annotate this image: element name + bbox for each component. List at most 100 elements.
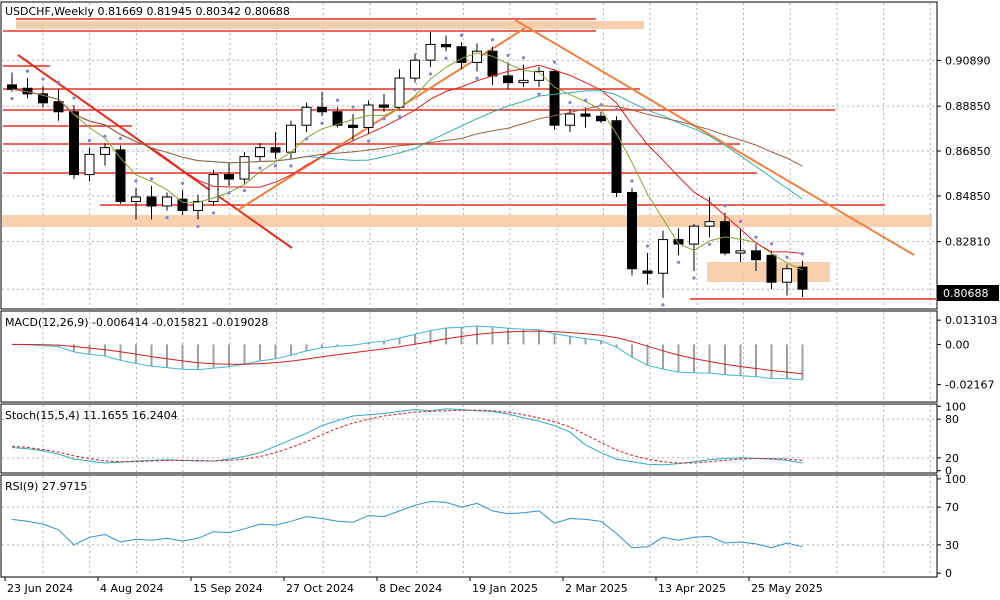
sar-dot xyxy=(273,164,278,168)
current-price-label: 0.80688 xyxy=(943,287,989,300)
candle-bearish xyxy=(317,106,327,113)
candle-bullish xyxy=(208,174,219,202)
sar-dot xyxy=(521,56,526,60)
sar-dot xyxy=(103,134,107,138)
sar-dot xyxy=(304,137,309,141)
sar-dot xyxy=(599,103,603,107)
candle-bullish xyxy=(565,113,575,126)
sar-dot xyxy=(800,252,805,256)
candles xyxy=(7,32,808,298)
candle-bearish xyxy=(596,115,606,122)
sar-dot xyxy=(180,181,185,185)
sar-dot xyxy=(242,188,247,193)
sar-dot xyxy=(118,136,123,141)
drawings xyxy=(2,18,936,300)
sar-dot xyxy=(289,164,293,168)
rsi-tick-label: 30 xyxy=(945,539,959,552)
rsi-line xyxy=(11,500,803,549)
sar-dot xyxy=(475,76,479,81)
sar-dot xyxy=(72,96,76,100)
x-tick-label: 25 May 2025 xyxy=(751,582,823,595)
x-tick-label: 19 Jan 2025 xyxy=(472,582,538,595)
sar-dot xyxy=(614,107,619,111)
macd-histogram xyxy=(26,325,804,380)
resistance-zone xyxy=(16,21,644,29)
sar-dot xyxy=(676,260,681,264)
candle-bearish xyxy=(348,124,358,128)
sar-dot xyxy=(583,98,588,102)
sar-dot xyxy=(785,255,789,259)
sar-dot xyxy=(366,139,371,143)
candle-bullish xyxy=(162,196,172,207)
x-tick-label: 8 Dec 2024 xyxy=(379,582,442,595)
sar-dot xyxy=(413,88,417,92)
support-zone xyxy=(2,215,932,227)
x-tick-label: 23 Jun 2024 xyxy=(7,582,73,595)
current-price-box xyxy=(937,285,999,301)
x-tick-label: 15 Sep 2024 xyxy=(193,582,263,595)
x-tick-label: 27 Oct 2024 xyxy=(286,582,354,595)
price-tick-label: 0.90890 xyxy=(945,54,991,67)
candle-bearish xyxy=(379,104,389,108)
rsi-tick-label: 100 xyxy=(945,473,966,486)
sar-dot xyxy=(645,244,650,248)
sar-dot xyxy=(41,77,45,81)
sar-dot xyxy=(459,33,464,37)
sar-dot xyxy=(568,100,572,105)
rsi-panel xyxy=(0,474,938,578)
candle-bearish xyxy=(115,149,126,202)
candle-bullish xyxy=(689,225,699,245)
candle-bearish xyxy=(69,111,79,176)
stoch-signal-line xyxy=(11,409,803,464)
macd-signal-line xyxy=(11,330,803,375)
sar-dot xyxy=(537,92,541,96)
axis-labels: 0.90890 0.88850 0.86850 0.84850 0.82810 0.013… xyxy=(4,54,998,595)
candle-bearish xyxy=(503,75,513,84)
x-tick-label: 4 Aug 2024 xyxy=(100,582,163,595)
candle-bearish xyxy=(642,270,653,274)
candle-bullish xyxy=(84,153,95,176)
candle-bullish xyxy=(782,268,792,283)
macd-line xyxy=(11,325,803,381)
stoch-tick-label: 20 xyxy=(945,452,959,465)
grid xyxy=(2,3,936,576)
x-tick-label: 13 Apr 2025 xyxy=(658,582,726,595)
candle-bullish xyxy=(286,124,296,153)
candle-bullish xyxy=(425,43,436,61)
ma-fast-line xyxy=(11,52,803,271)
sar-dot xyxy=(382,117,386,121)
candle-bearish xyxy=(766,254,777,283)
candle-bearish xyxy=(441,43,451,48)
macd-tick-label: 0.00 xyxy=(945,338,970,351)
candle-bullish xyxy=(704,221,715,227)
stoch-tick-label: 80 xyxy=(945,413,959,426)
x-tick-label: 2 Mar 2025 xyxy=(565,582,628,595)
candle-bullish xyxy=(100,147,110,155)
candle-bearish xyxy=(270,147,281,153)
sar-dot xyxy=(10,96,14,101)
macd-tick-label: 0.013103 xyxy=(945,314,998,327)
candle-bullish xyxy=(410,59,420,79)
sar-dot xyxy=(397,114,402,119)
candle-bearish xyxy=(7,84,17,90)
price-header: USDCHF,Weekly 0.81669 0.81945 0.80342 0.… xyxy=(5,5,290,18)
sar-dot xyxy=(149,177,154,181)
sar-dot xyxy=(428,72,433,76)
sar-dot xyxy=(769,242,774,246)
indicator-lines xyxy=(10,33,805,549)
stoch-main-line xyxy=(11,408,803,466)
candle-bullish xyxy=(301,106,312,126)
sar-dot xyxy=(351,105,355,109)
candle-bearish xyxy=(456,46,467,63)
candle-bullish xyxy=(735,250,746,254)
sar-dot xyxy=(630,179,634,183)
sar-dot xyxy=(211,211,216,215)
candle-bullish xyxy=(534,70,544,81)
sar-dot xyxy=(506,53,510,58)
sar-dot xyxy=(754,235,758,239)
macd-header: MACD(12,26,9) -0.006414 -0.015821 -0.019… xyxy=(5,316,268,329)
sar-dot xyxy=(335,98,340,102)
sar-dot xyxy=(87,139,92,143)
price-tick-label: 0.82810 xyxy=(945,236,991,249)
sar-dot xyxy=(661,303,665,307)
